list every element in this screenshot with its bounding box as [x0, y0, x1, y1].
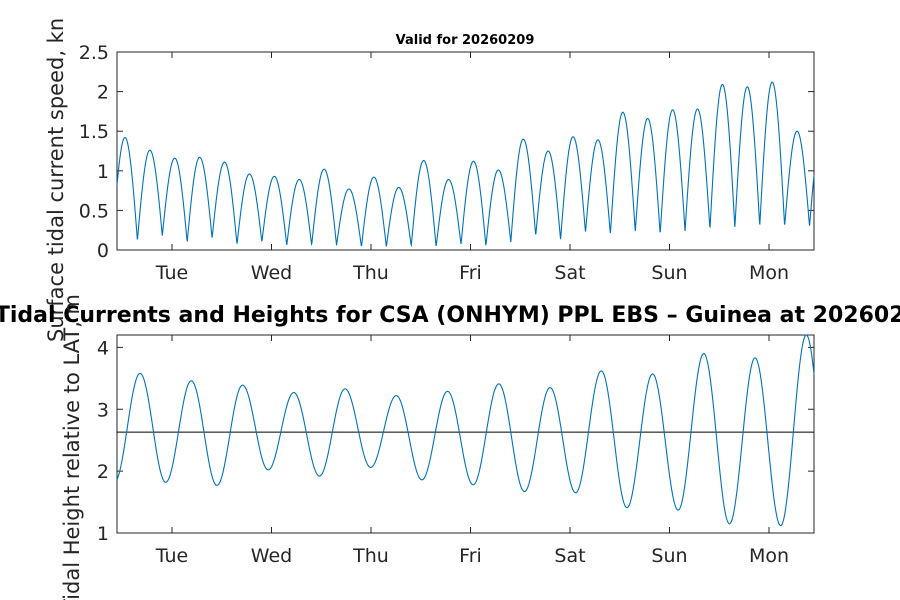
height-y-axis-label: Tidal Height relative to LAT, m	[60, 294, 84, 600]
current-y-axis: 0 0.5 1 1.5 2 2.5	[79, 42, 814, 262]
tidal-height-series	[116, 334, 815, 527]
current-x-tick-label: Wed	[251, 262, 292, 284]
current-y-tick-label: 0.5	[79, 200, 109, 222]
height-x-tick-label: Sun	[651, 545, 687, 567]
current-x-tick-label: Fri	[459, 262, 482, 284]
height-x-axis: Tue Wed Thu Fri Sat Sun Mon	[155, 335, 789, 567]
height-x-tick-label: Fri	[459, 545, 482, 567]
current-x-tick-label: Thu	[352, 262, 389, 284]
current-y-tick-label: 2	[97, 82, 109, 104]
height-x-tick-label: Tue	[155, 545, 188, 567]
current-y-tick-label: 2.5	[79, 42, 109, 64]
height-y-tick-label: 1	[97, 523, 109, 545]
height-x-tick-label: Mon	[749, 545, 789, 567]
current-y-tick-label: 0	[97, 240, 109, 262]
current-x-tick-label: Sat	[554, 262, 585, 284]
current-speed-series	[116, 81, 815, 248]
height-y-tick-label: 3	[97, 399, 109, 421]
height-x-tick-label: Thu	[352, 545, 389, 567]
current-y-axis-label: Surface tidal current speed, kn	[44, 18, 68, 342]
current-plot-area	[116, 51, 815, 251]
current-chart-title: Valid for 20260209	[396, 33, 535, 48]
current-y-tick-label: 1	[97, 161, 109, 183]
main-figure-title: Tidal Currents and Heights for CSA (ONHY…	[0, 303, 900, 328]
height-x-tick-label: Wed	[251, 545, 292, 567]
height-x-tick-label: Sat	[554, 545, 585, 567]
current-x-axis: Tue Wed Thu Fri Sat Sun Mon	[155, 52, 789, 284]
height-plot-area	[116, 334, 815, 534]
current-speed-chart: Valid for 20260209 0 0.5 1 1.5 2 2.5 Tue Wed Th…	[79, 33, 815, 284]
current-x-tick-label: Sun	[651, 262, 687, 284]
current-y-tick-label: 1.5	[79, 121, 109, 143]
current-x-tick-label: Tue	[155, 262, 188, 284]
height-y-tick-label: 2	[97, 461, 109, 483]
height-y-tick-label: 4	[97, 337, 109, 359]
tidal-height-chart: 1 2 3 4 Tue Wed Thu Fri Sat Sun Mon	[97, 334, 815, 567]
height-y-axis: 1 2 3 4	[97, 337, 814, 545]
current-x-tick-label: Mon	[749, 262, 789, 284]
